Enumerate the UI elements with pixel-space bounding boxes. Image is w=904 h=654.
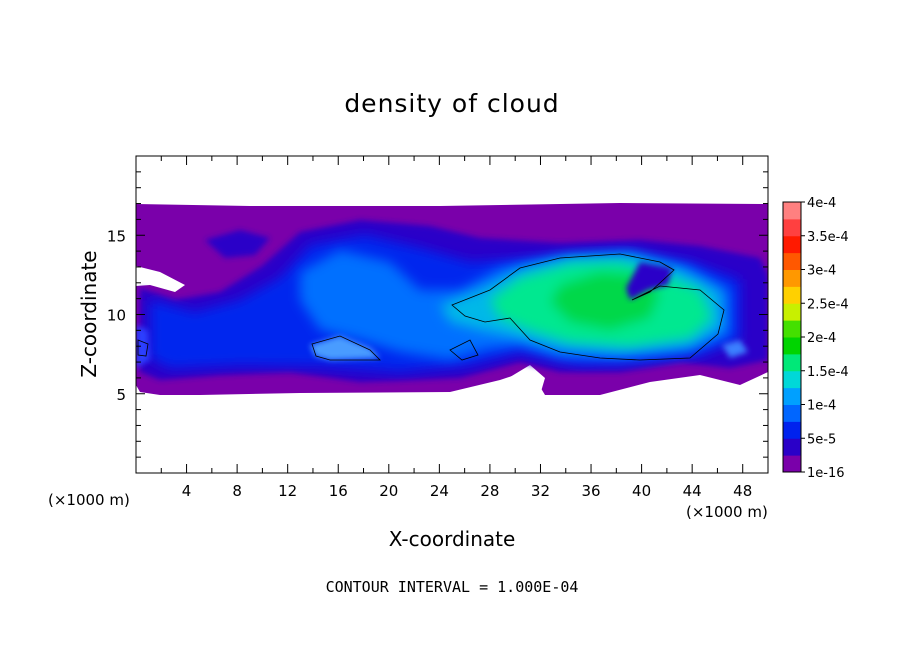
x-tick-label: 4 xyxy=(182,482,192,500)
x-tick-label: 16 xyxy=(329,482,348,500)
x-axis-title: X-coordinate xyxy=(389,527,516,551)
colorbar-swatch xyxy=(783,455,801,472)
colorbar-swatch xyxy=(783,405,801,422)
x-tick-label: 20 xyxy=(379,482,398,500)
x-tick-label: 12 xyxy=(278,482,297,500)
x-tick-label: 28 xyxy=(480,482,499,500)
colorbar xyxy=(783,202,801,473)
colorbar-swatch xyxy=(783,219,801,236)
colorbar-swatch xyxy=(783,286,801,303)
y-tick-label: 5 xyxy=(116,386,126,404)
chart-title: density of cloud xyxy=(344,89,559,118)
colorbar-label: 1e-16 xyxy=(807,466,845,481)
colorbar-label: 1e-4 xyxy=(807,399,836,414)
x-tick-label: 48 xyxy=(733,482,752,500)
x-unit-left: (×1000 m) xyxy=(48,491,130,509)
colorbar-swatch xyxy=(783,202,801,219)
cloud-density-field xyxy=(136,203,768,395)
x-tick-label: 36 xyxy=(581,482,600,500)
colorbar-label: 1.5e-4 xyxy=(807,365,849,380)
colorbar-swatch xyxy=(783,337,801,354)
colorbar-label: 2e-4 xyxy=(807,331,836,346)
colorbar-swatch xyxy=(783,354,801,371)
y-axis-title: Z-coordinate xyxy=(77,250,101,377)
colorbar-label: 4e-4 xyxy=(807,196,836,211)
x-tick-label: 8 xyxy=(232,482,242,500)
x-unit-right: (×1000 m) xyxy=(686,503,768,521)
colorbar-swatch xyxy=(783,320,801,337)
x-tick-label: 32 xyxy=(531,482,550,500)
colorbar-swatch xyxy=(783,371,801,388)
colorbar-swatch xyxy=(783,236,801,253)
colorbar-swatch xyxy=(783,388,801,405)
colorbar-swatch xyxy=(783,438,801,455)
x-tick-label: 44 xyxy=(683,482,702,500)
contour-interval-note: CONTOUR INTERVAL = 1.000E-04 xyxy=(326,578,579,596)
colorbar-label: 5e-5 xyxy=(807,432,836,447)
colorbar-label: 3e-4 xyxy=(807,264,836,279)
y-tick-label: 15 xyxy=(107,227,126,245)
x-tick-label: 40 xyxy=(632,482,651,500)
x-tick-label: 24 xyxy=(430,482,449,500)
colorbar-label: 3.5e-4 xyxy=(807,230,849,245)
colorbar-label: 2.5e-4 xyxy=(807,297,849,312)
y-tick-label: 10 xyxy=(107,307,126,325)
colorbar-swatch xyxy=(783,421,801,438)
colorbar-swatch xyxy=(783,270,801,287)
colorbar-swatch xyxy=(783,253,801,270)
colorbar-labels: 1e-16 5e-5 1e-4 1.5e-4 2e-4 2.5e-4 3e-4 3.5e-4 4… xyxy=(801,196,849,481)
colorbar-swatch xyxy=(783,303,801,320)
